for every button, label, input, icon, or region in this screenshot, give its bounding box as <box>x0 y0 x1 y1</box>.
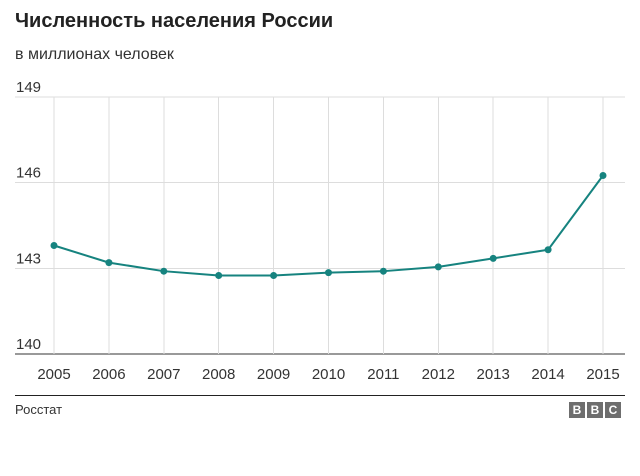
chart-title: Численность населения России <box>15 10 334 32</box>
y-tick-label: 143 <box>16 250 41 267</box>
x-tick-label: 2005 <box>37 366 70 383</box>
x-tick-label: 2014 <box>531 366 564 383</box>
data-point <box>50 241 58 249</box>
bbc-logo-letter-c: C <box>605 402 621 418</box>
y-tick-label: 140 <box>16 336 41 353</box>
source-label: Росстат <box>15 402 63 417</box>
data-point <box>599 172 607 180</box>
y-tick-label: 149 <box>16 79 41 96</box>
data-point <box>544 246 552 254</box>
x-tick-label: 2012 <box>422 366 455 383</box>
x-tick-label: 2015 <box>586 366 619 383</box>
x-tick-label: 2011 <box>367 366 399 383</box>
x-tick-label: 2008 <box>202 366 235 383</box>
bbc-logo: B B C <box>569 402 621 418</box>
x-tick-label: 2010 <box>312 366 345 383</box>
x-tick-label: 2006 <box>92 366 125 383</box>
y-tick-label: 146 <box>16 165 41 182</box>
x-tick-label: 2009 <box>257 366 290 383</box>
chart-subtitle: в миллионах человек <box>15 46 174 63</box>
x-tick-label: 2007 <box>147 366 180 383</box>
data-point <box>379 267 387 275</box>
data-point <box>270 271 278 279</box>
data-point <box>434 263 442 271</box>
bbc-logo-letter-b1: B <box>569 402 585 418</box>
x-tick-label: 2013 <box>477 366 510 383</box>
bbc-logo-letter-b2: B <box>587 402 603 418</box>
data-point <box>325 269 332 277</box>
data-point <box>160 267 168 275</box>
data-point <box>105 259 113 267</box>
data-point <box>215 271 223 279</box>
data-point <box>489 254 497 262</box>
footer-divider <box>15 395 625 396</box>
